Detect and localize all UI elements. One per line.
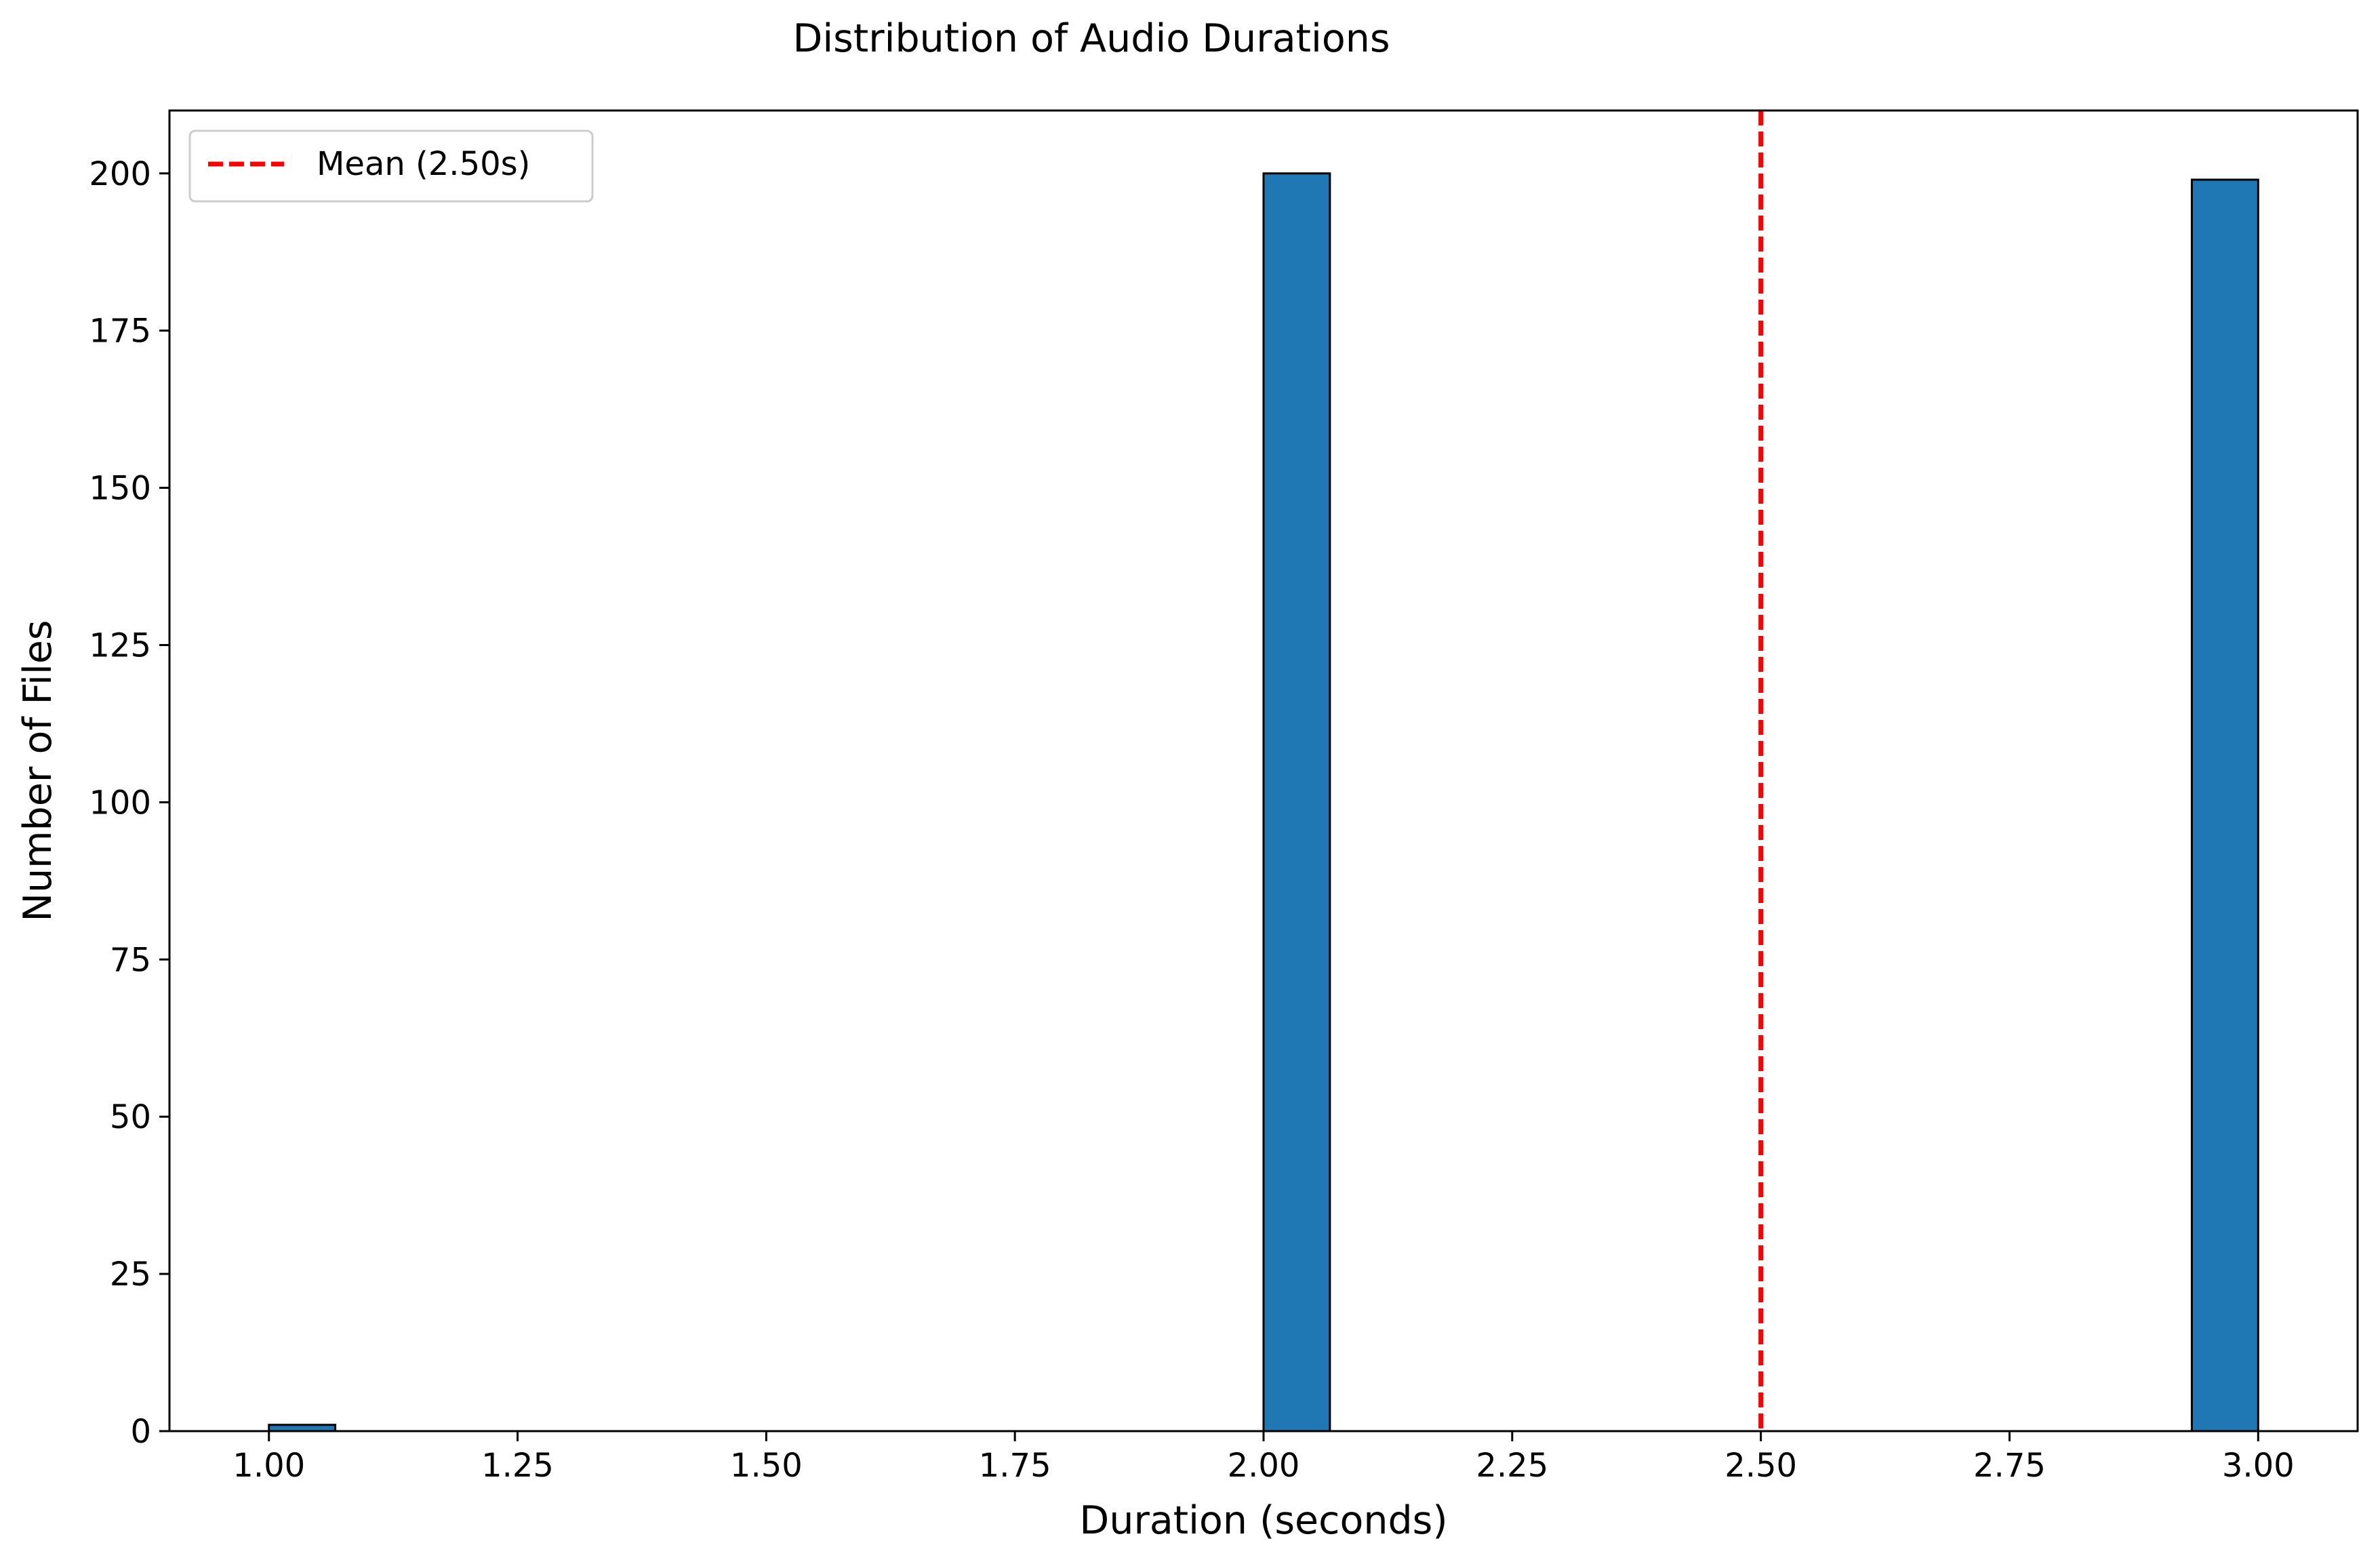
y-tick-label: 125 <box>89 626 151 664</box>
y-tick-label: 175 <box>89 313 151 350</box>
x-axis: 1.00 1.25 1.50 1.75 2.00 2.25 2.50 2.75 3.00 <box>233 1431 2295 1485</box>
legend-box <box>188 129 594 203</box>
plot-area <box>268 111 2259 1432</box>
histogram-bar-1 <box>1262 172 1331 1432</box>
plot-frame <box>168 109 2359 1432</box>
y-axis-label: Number of Files <box>16 620 60 921</box>
y-tick-label: 75 <box>110 941 151 979</box>
y-axis: 0 25 50 75 100 125 150 175 200 <box>89 155 169 1451</box>
x-tick-label: 1.25 <box>481 1447 554 1485</box>
y-tick-label: 200 <box>89 155 151 193</box>
y-tick-label: 50 <box>110 1098 151 1136</box>
x-tick-label: 2.75 <box>1973 1447 2046 1485</box>
legend: Mean (2.50s) <box>188 129 594 203</box>
x-tick-label: 2.00 <box>1228 1447 1300 1485</box>
y-tick-label: 100 <box>89 784 151 822</box>
x-tick-label: 2.50 <box>1725 1447 1797 1485</box>
x-tick-label: 1.75 <box>979 1447 1051 1485</box>
x-tick-label: 2.25 <box>1476 1447 1548 1485</box>
x-tick-label: 1.00 <box>233 1447 305 1485</box>
histogram-bar-2 <box>2190 178 2259 1432</box>
x-axis-label: Duration (seconds) <box>1079 1498 1447 1543</box>
y-tick-label: 25 <box>110 1256 151 1294</box>
x-tick-label: 1.50 <box>730 1447 803 1485</box>
legend-label-mean: Mean (2.50s) <box>317 145 530 183</box>
y-tick-label: 0 <box>130 1413 151 1451</box>
x-tick-label: 3.00 <box>2222 1447 2295 1485</box>
chart-title: Distribution of Audio Durations <box>792 16 1390 61</box>
y-tick-label: 150 <box>89 470 151 508</box>
